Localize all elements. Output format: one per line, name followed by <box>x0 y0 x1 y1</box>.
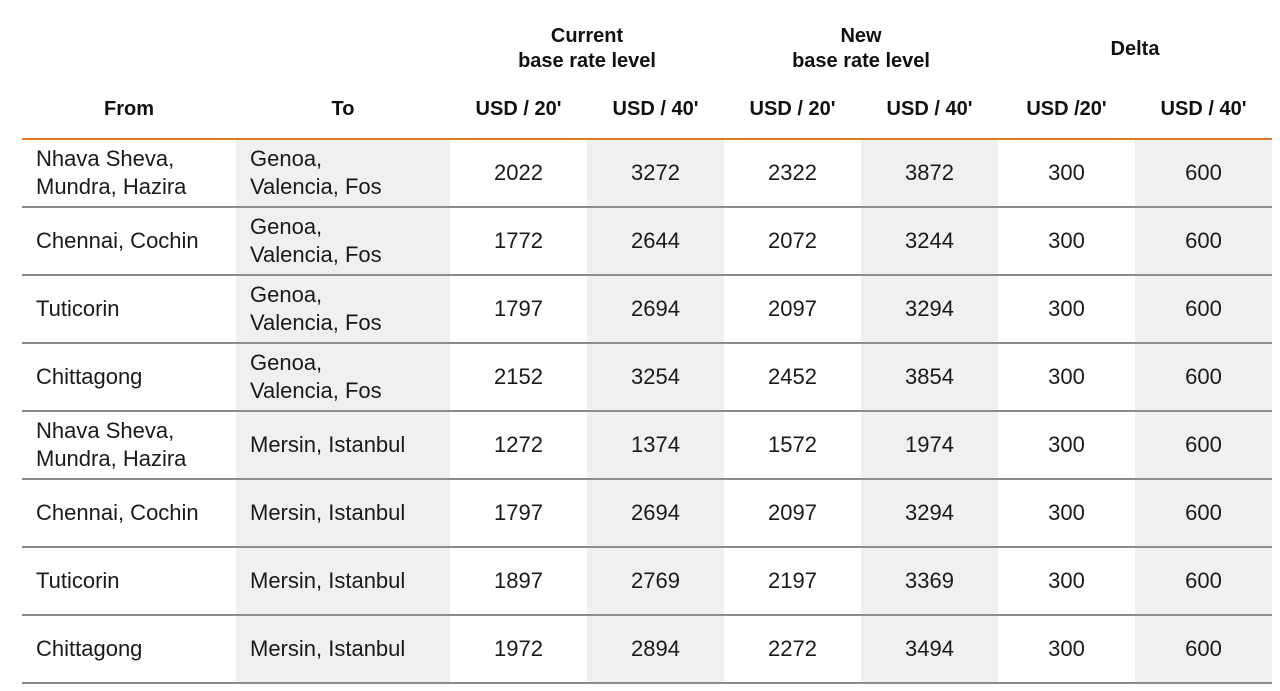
cell-current-20: 1972 <box>450 615 587 684</box>
table-body: Nhava Sheva, Mundra, Hazira Genoa, Valenc… <box>22 139 1272 684</box>
cell-delta-20: 300 <box>998 615 1135 684</box>
cell-from: Nhava Sheva, Mundra, Hazira <box>22 411 236 480</box>
cell-current-40: 2694 <box>587 275 724 344</box>
cell-new-40: 3872 <box>861 139 998 208</box>
cell-from: Chennai, Cochin <box>22 207 236 276</box>
group-header-new: New base rate level <box>792 25 930 72</box>
table-row: Tuticorin Genoa, Valencia, Fos 1797 2694 209… <box>22 275 1272 344</box>
cell-to: Mersin, Istanbul <box>236 547 450 616</box>
cell-to: Mersin, Istanbul <box>236 479 450 548</box>
cell-delta-40: 600 <box>1135 207 1272 276</box>
cell-new-20: 1572 <box>724 411 861 480</box>
group-header-blank-from <box>22 18 236 80</box>
column-header-current-20: USD / 20' <box>475 97 562 120</box>
base-rate-table: Current base rate level New base rate le… <box>22 18 1272 684</box>
cell-delta-40: 600 <box>1135 615 1272 684</box>
cell-current-20: 1797 <box>450 275 587 344</box>
cell-to: Mersin, Istanbul <box>236 411 450 480</box>
cell-new-40: 3369 <box>861 547 998 616</box>
table-row: Tuticorin Mersin, Istanbul 1897 2769 2197 336… <box>22 547 1272 616</box>
group-header-current: Current base rate level <box>518 25 656 72</box>
cell-new-20: 2097 <box>724 275 861 344</box>
cell-new-40: 3244 <box>861 207 998 276</box>
cell-delta-20: 300 <box>998 411 1135 480</box>
table-row: Chennai, Cochin Genoa, Valencia, Fos 1772 2… <box>22 207 1272 276</box>
cell-current-20: 1272 <box>450 411 587 480</box>
column-header-delta-20: USD /20' <box>1026 97 1107 120</box>
cell-current-40: 2769 <box>587 547 724 616</box>
cell-from: Nhava Sheva, Mundra, Hazira <box>22 139 236 208</box>
cell-current-40: 3272 <box>587 139 724 208</box>
table-row: Chennai, Cochin Mersin, Istanbul 1797 2694 2… <box>22 479 1272 548</box>
cell-delta-20: 300 <box>998 207 1135 276</box>
cell-delta-20: 300 <box>998 343 1135 412</box>
column-header-row: From To USD / 20' USD / 40' USD / 20' US… <box>22 80 1272 139</box>
cell-delta-40: 600 <box>1135 343 1272 412</box>
column-header-current-40: USD / 40' <box>612 97 699 120</box>
cell-current-20: 2152 <box>450 343 587 412</box>
cell-new-40: 3494 <box>861 615 998 684</box>
cell-from: Chennai, Cochin <box>22 479 236 548</box>
cell-delta-20: 300 <box>998 547 1135 616</box>
cell-delta-40: 600 <box>1135 139 1272 208</box>
cell-new-40: 3294 <box>861 479 998 548</box>
column-header-from: From <box>104 97 154 120</box>
cell-current-40: 1374 <box>587 411 724 480</box>
table-row: Chittagong Genoa, Valencia, Fos 2152 3254 24… <box>22 343 1272 412</box>
column-header-new-40: USD / 40' <box>886 97 973 120</box>
group-header-row: Current base rate level New base rate le… <box>22 18 1272 80</box>
cell-new-20: 2097 <box>724 479 861 548</box>
cell-current-20: 2022 <box>450 139 587 208</box>
cell-from: Chittagong <box>22 343 236 412</box>
cell-new-20: 2322 <box>724 139 861 208</box>
cell-new-20: 2072 <box>724 207 861 276</box>
cell-from: Chittagong <box>22 615 236 684</box>
table-row: Nhava Sheva, Mundra, Hazira Mersin, Istan… <box>22 411 1272 480</box>
cell-current-40: 2894 <box>587 615 724 684</box>
cell-delta-40: 600 <box>1135 547 1272 616</box>
cell-to: Genoa, Valencia, Fos <box>236 207 450 276</box>
table-row: Nhava Sheva, Mundra, Hazira Genoa, Valenc… <box>22 139 1272 208</box>
cell-delta-20: 300 <box>998 479 1135 548</box>
cell-current-40: 2644 <box>587 207 724 276</box>
cell-new-40: 3854 <box>861 343 998 412</box>
cell-current-40: 3254 <box>587 343 724 412</box>
column-header-to: To <box>331 97 355 120</box>
cell-to: Genoa, Valencia, Fos <box>236 275 450 344</box>
group-header-blank-to <box>236 18 450 80</box>
cell-new-20: 2272 <box>724 615 861 684</box>
cell-delta-40: 600 <box>1135 275 1272 344</box>
cell-to: Mersin, Istanbul <box>236 615 450 684</box>
cell-to: Genoa, Valencia, Fos <box>236 343 450 412</box>
cell-from: Tuticorin <box>22 547 236 616</box>
cell-new-20: 2452 <box>724 343 861 412</box>
cell-current-40: 2694 <box>587 479 724 548</box>
cell-current-20: 1772 <box>450 207 587 276</box>
column-header-new-20: USD / 20' <box>749 97 836 120</box>
cell-new-20: 2197 <box>724 547 861 616</box>
cell-delta-20: 300 <box>998 275 1135 344</box>
cell-new-40: 1974 <box>861 411 998 480</box>
column-header-delta-40: USD / 40' <box>1160 97 1247 120</box>
cell-current-20: 1897 <box>450 547 587 616</box>
cell-to: Genoa, Valencia, Fos <box>236 139 450 208</box>
cell-delta-40: 600 <box>1135 411 1272 480</box>
group-header-delta: Delta <box>1110 37 1160 60</box>
table-row: Chittagong Mersin, Istanbul 1972 2894 2272 34… <box>22 615 1272 684</box>
cell-from: Tuticorin <box>22 275 236 344</box>
cell-delta-20: 300 <box>998 139 1135 208</box>
cell-current-20: 1797 <box>450 479 587 548</box>
cell-delta-40: 600 <box>1135 479 1272 548</box>
cell-new-40: 3294 <box>861 275 998 344</box>
